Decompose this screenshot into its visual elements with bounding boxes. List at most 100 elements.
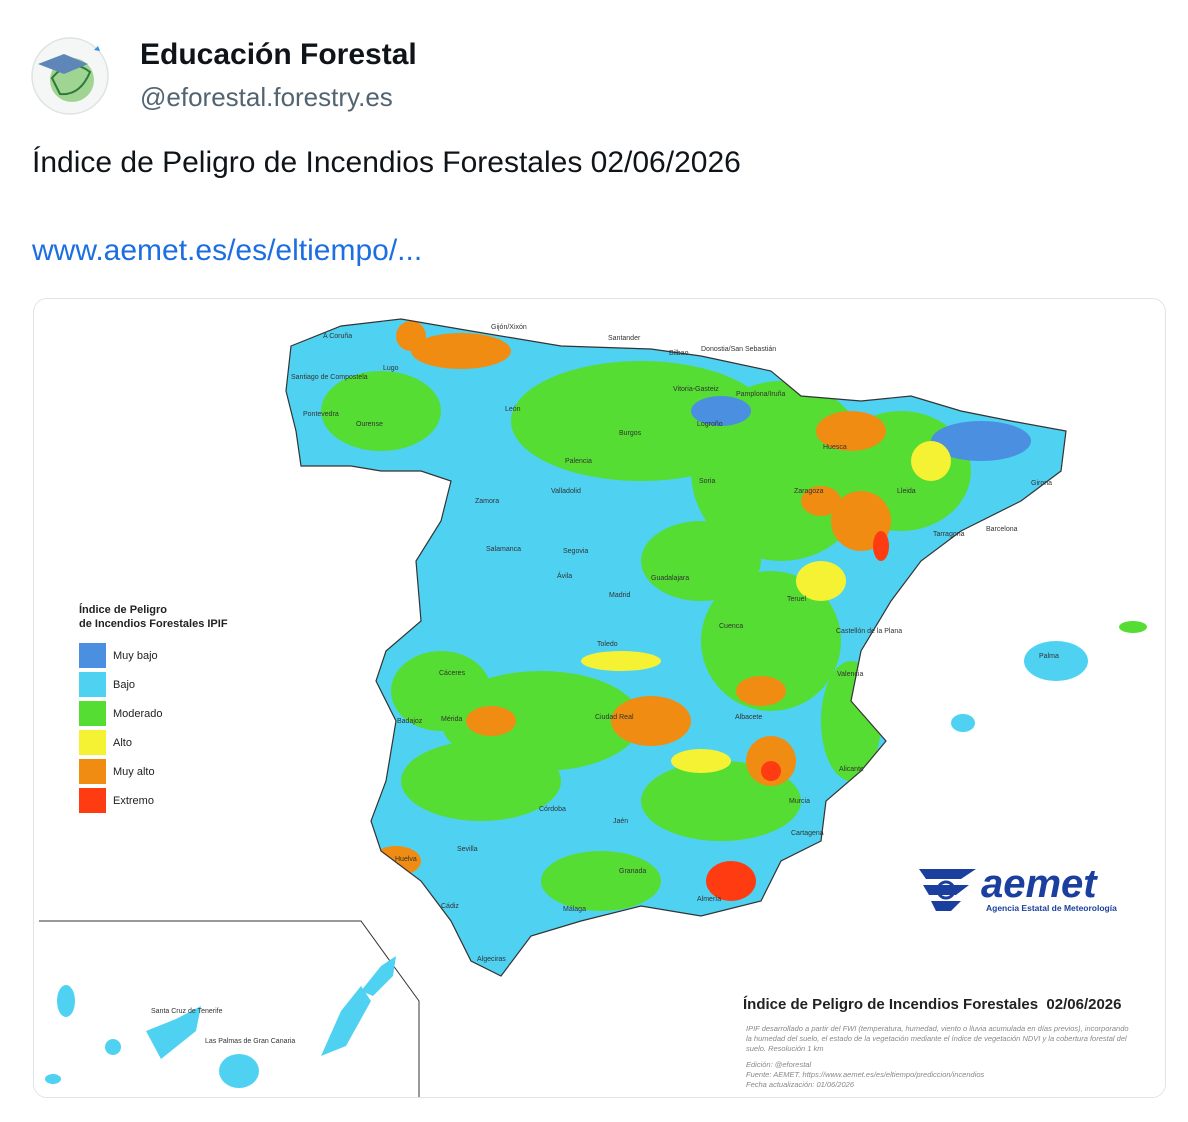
risk-area [816, 411, 886, 451]
place-label: Donostia/San Sebastián [701, 346, 776, 353]
author-name[interactable]: Educación Forestal [140, 38, 417, 71]
place-label: Málaga [563, 906, 586, 913]
risk-area [466, 706, 516, 736]
risk-area [761, 761, 781, 781]
legend-title: Índice de Peligro [79, 603, 167, 616]
place-label: Cartagena [791, 830, 824, 837]
place-label: Huesca [823, 444, 847, 451]
legend-label: Muy bajo [113, 650, 158, 662]
place-label: Palma [1039, 653, 1059, 660]
legend-swatch [79, 672, 106, 697]
place-label: Girona [1031, 480, 1052, 487]
place-label: Barcelona [986, 526, 1018, 533]
caption-text: suelo. Resolución 1 km [746, 1044, 824, 1053]
place-label: Mérida [441, 716, 463, 723]
risk-area [873, 531, 889, 561]
place-label: Almería [697, 896, 721, 903]
place-label: Castellón de la Plana [836, 628, 902, 635]
caption-text: Fuente: AEMET. https://www.aemet.es/es/e… [746, 1070, 985, 1079]
place-label: Huelva [395, 856, 417, 863]
caption-text: Fecha actualización: 01/06/2026 [746, 1080, 855, 1089]
image-card[interactable]: Índice de Peligro de Incendios Forestale… [33, 298, 1166, 1098]
risk-area [219, 1054, 259, 1088]
risk-area [321, 371, 441, 451]
place-label: Madrid [609, 592, 631, 599]
post-text: Índice de Peligro de Incendios Forestale… [32, 146, 741, 179]
place-label: Granada [619, 868, 646, 875]
place-label: Toledo [597, 641, 618, 648]
risk-area [671, 749, 731, 773]
risk-area [57, 985, 75, 1017]
risk-area [146, 1006, 201, 1059]
place-label: Tarragona [933, 531, 965, 538]
risk-area [541, 851, 661, 911]
islands [39, 621, 1147, 1097]
caption-text: IPIF desarrollado a partir del FWI (temp… [746, 1024, 1129, 1033]
risk-area [706, 861, 756, 901]
place-label: Murcia [789, 798, 810, 805]
place-label: Soria [699, 478, 715, 485]
post-link[interactable]: www.aemet.es/es/eltiempo/... [32, 234, 423, 267]
place-label: Jaén [613, 818, 628, 825]
caption: Índice de Peligro de Incendios Forestale… [743, 996, 1129, 1089]
place-label: Zamora [475, 498, 499, 505]
legend-label: Muy alto [113, 766, 155, 778]
risk-area [401, 741, 561, 821]
place-label: Guadalajara [651, 575, 689, 582]
caption-title: Índice de Peligro de Incendios Forestale… [743, 996, 1122, 1013]
legend-swatch [79, 759, 106, 784]
legend: Índice de Peligro de Incendios Forestale… [79, 603, 228, 813]
legend-label: Extremo [113, 795, 154, 807]
risk-area [361, 956, 396, 996]
risk-area [736, 676, 786, 706]
place-label: Lugo [383, 365, 399, 372]
avatar[interactable] [30, 36, 110, 116]
place-label: Logroño [697, 421, 723, 428]
risk-area [391, 651, 491, 731]
place-label: Valencia [837, 671, 863, 678]
risk-area [641, 521, 761, 601]
places: A Coruña Gijón/Xixón Santander Bilbao Do… [151, 324, 1059, 1045]
risk-area [951, 714, 975, 732]
aemet-logo: aemet Agencia Estatal de Meteorología [919, 862, 1117, 913]
place-label: Sevilla [457, 846, 478, 853]
place-label: Palencia [565, 458, 592, 465]
place-label: Cádiz [441, 903, 459, 910]
place-label: Valladolid [551, 488, 581, 495]
place-label: Burgos [619, 430, 642, 437]
risk-area [1119, 621, 1147, 633]
caption-text: Edición: @eforestal [746, 1060, 811, 1069]
risk-area [796, 561, 846, 601]
place-label: Córdoba [539, 806, 566, 813]
place-label: Teruel [787, 596, 807, 603]
legend-swatch [79, 643, 106, 668]
author-handle[interactable]: @eforestal.forestry.es [140, 82, 393, 112]
risk-area [1024, 641, 1088, 681]
caption-text: la humedad del suelo, el estado de la ve… [746, 1034, 1127, 1043]
logo-name: aemet [981, 862, 1098, 906]
risk-area [611, 696, 691, 746]
risk-area [45, 1074, 61, 1084]
place-label: Ciudad Real [595, 714, 634, 721]
place-label: Badajoz [397, 718, 423, 725]
legend-swatch [79, 788, 106, 813]
place-label: Zaragoza [794, 488, 824, 495]
place-label: Albacete [735, 714, 762, 721]
legend-label: Bajo [113, 679, 135, 691]
place-label: Santander [608, 335, 641, 342]
risk-area [911, 441, 951, 481]
legend-title: de Incendios Forestales IPIF [79, 618, 228, 630]
place-label: Ourense [356, 421, 383, 428]
place-label: Alicante [839, 766, 864, 773]
place-label: Pamplona/Iruña [736, 391, 786, 398]
place-label: Segovia [563, 548, 588, 555]
risk-area [411, 333, 511, 369]
place-label: Vitoria-Gasteiz [673, 386, 719, 393]
legend-swatch [79, 701, 106, 726]
risk-area [691, 396, 751, 426]
risk-area [321, 986, 371, 1056]
place-label: Santa Cruz de Tenerife [151, 1008, 223, 1015]
place-label: León [505, 406, 521, 413]
risk-area [701, 571, 841, 711]
